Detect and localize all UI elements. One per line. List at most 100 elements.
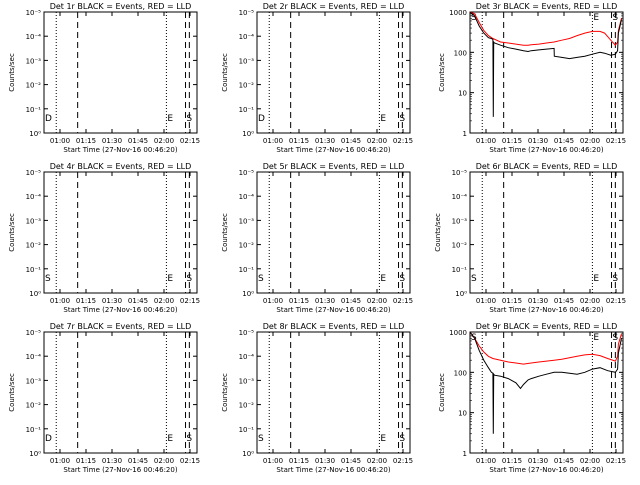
flag-s-label: S — [399, 114, 405, 124]
panel-title: Det 6r BLACK = Events, RED = LLD — [476, 162, 618, 171]
x-axis-label: Start Time (27-Nov-16 00:46:20) — [276, 466, 390, 474]
x-tick-label: 01:30 — [102, 457, 122, 465]
x-axis-label: Start Time (27-Nov-16 00:46:20) — [489, 466, 603, 474]
x-tick-label: 01:30 — [102, 297, 122, 305]
y-axis-label: Counts/sec — [221, 213, 229, 252]
x-tick-label: 01:00 — [476, 137, 496, 145]
y-tick-label: 10⁻⁴ — [239, 33, 255, 41]
x-tick-label: 01:45 — [128, 457, 148, 465]
x-tick-label: 02:15 — [393, 297, 413, 305]
flag-e-label: E — [593, 333, 599, 343]
x-tick-label: 02:15 — [393, 137, 413, 145]
y-axis-label: Counts/sec — [8, 373, 16, 412]
y-tick-label: 10⁻⁴ — [452, 193, 468, 201]
flag-s-label: S — [399, 434, 405, 444]
series-line-red — [469, 331, 622, 365]
panel-title: Det 1r BLACK = Events, RED = LLD — [50, 2, 192, 11]
y-tick-label: 10⁻¹ — [239, 266, 255, 274]
y-tick-label: 10⁻¹ — [239, 106, 255, 114]
y-tick-label: 10⁻¹ — [26, 106, 42, 114]
flag-s-label: S — [612, 13, 618, 23]
y-tick-label: 10⁻³ — [239, 217, 255, 225]
panel-2: Det 2r BLACK = Events, RED = LLD 10⁰ 10⁻¹ 1… — [221, 2, 413, 154]
flag-left-label: D — [258, 114, 265, 124]
x-tick-label: 01:15 — [289, 137, 309, 145]
panel-6: Det 6r BLACK = Events, RED = LLD 10⁰ 10⁻¹ 1… — [434, 162, 626, 314]
y-tick-label: 10⁻² — [239, 402, 255, 410]
panel-title: Det 2r BLACK = Events, RED = LLD — [263, 2, 405, 11]
plot-frame — [43, 331, 198, 454]
x-tick-label: 02:00 — [580, 297, 600, 305]
plot-frame — [256, 331, 411, 454]
y-tick-label: 10⁻⁵ — [26, 9, 42, 17]
x-tick-label: 01:30 — [315, 137, 335, 145]
y-axis-label: Counts/sec — [438, 373, 446, 412]
x-tick-label: 01:45 — [128, 137, 148, 145]
x-tick-label: 01:00 — [50, 137, 70, 145]
y-tick-label: 10⁻⁵ — [239, 329, 255, 337]
x-axis-label: Start Time (27-Nov-16 00:46:20) — [63, 146, 177, 154]
plot-frame — [256, 11, 411, 134]
x-tick-label: 01:45 — [554, 137, 574, 145]
x-axis-label: Start Time (27-Nov-16 00:46:20) — [276, 146, 390, 154]
y-tick-label: 100 — [454, 49, 467, 57]
y-tick-label: 1000 — [449, 329, 467, 337]
x-tick-label: 01:15 — [76, 457, 96, 465]
y-tick-label: 1000 — [449, 9, 467, 17]
x-tick-label: 01:00 — [476, 457, 496, 465]
plot-frame — [469, 11, 624, 134]
flag-e-label: E — [593, 13, 599, 23]
flag-s-label: S — [186, 274, 192, 284]
x-tick-label: 01:30 — [528, 137, 548, 145]
y-axis-label: Counts/sec — [221, 373, 229, 412]
y-tick-label: 10⁻⁵ — [239, 169, 255, 177]
y-axis-label: Counts/sec — [8, 53, 16, 92]
x-tick-label: 01:30 — [528, 457, 548, 465]
series-line-red — [469, 11, 622, 47]
panel-1: Det 1r BLACK = Events, RED = LLD 10⁰ 10⁻¹ 1… — [8, 2, 200, 154]
y-tick-label: 10⁰ — [242, 290, 254, 298]
x-tick-label: 01:45 — [341, 137, 361, 145]
x-tick-label: 01:15 — [76, 137, 96, 145]
x-tick-label: 02:15 — [180, 137, 200, 145]
y-tick-label: 10⁻² — [452, 242, 468, 250]
flag-e-label: E — [167, 274, 173, 284]
flag-left-label: S — [471, 13, 477, 23]
flag-s-label: S — [612, 274, 618, 284]
flag-e-label: E — [380, 114, 386, 124]
x-tick-label: 01:45 — [341, 457, 361, 465]
flag-left-label: S — [471, 274, 477, 284]
y-axis-label: Counts/sec — [438, 53, 446, 92]
x-tick-label: 01:00 — [476, 297, 496, 305]
x-axis-label: Start Time (27-Nov-16 00:46:20) — [63, 466, 177, 474]
panel-3: Det 3r BLACK = Events, RED = LLD 1 10 100 10… — [438, 2, 626, 154]
x-tick-label: 02:15 — [180, 297, 200, 305]
x-tick-label: 01:45 — [554, 457, 574, 465]
y-tick-label: 10⁻⁵ — [239, 9, 255, 17]
x-axis-label: Start Time (27-Nov-16 00:46:20) — [276, 306, 390, 314]
y-tick-label: 10⁻³ — [26, 377, 42, 385]
y-tick-label: 10⁻³ — [452, 217, 468, 225]
y-tick-label: 10⁻¹ — [239, 426, 255, 434]
y-tick-label: 10⁻² — [26, 82, 42, 90]
panel-8: Det 8r BLACK = Events, RED = LLD 10⁰ 10⁻¹ 1… — [221, 322, 413, 474]
x-tick-label: 01:00 — [263, 457, 283, 465]
x-tick-label: 02:00 — [580, 137, 600, 145]
x-tick-label: 02:15 — [606, 297, 626, 305]
series-line-black — [469, 11, 622, 117]
flag-e-label: E — [167, 434, 173, 444]
y-tick-label: 10⁻¹ — [26, 426, 42, 434]
y-tick-label: 10⁻¹ — [26, 266, 42, 274]
y-tick-label: 10 — [458, 90, 467, 98]
y-tick-label: 1 — [463, 130, 467, 138]
plot-frame — [256, 171, 411, 294]
flag-s-label: S — [186, 114, 192, 124]
y-tick-label: 10⁻³ — [239, 377, 255, 385]
panel-7: Det 7r BLACK = Events, RED = LLD 10⁰ 10⁻¹ 1… — [8, 322, 200, 474]
x-tick-label: 01:15 — [502, 297, 522, 305]
y-tick-label: 10 — [458, 410, 467, 418]
x-tick-label: 01:30 — [315, 457, 335, 465]
y-tick-label: 10⁰ — [29, 130, 41, 138]
y-axis-label: Counts/sec — [221, 53, 229, 92]
y-tick-label: 10⁻⁴ — [26, 193, 42, 201]
